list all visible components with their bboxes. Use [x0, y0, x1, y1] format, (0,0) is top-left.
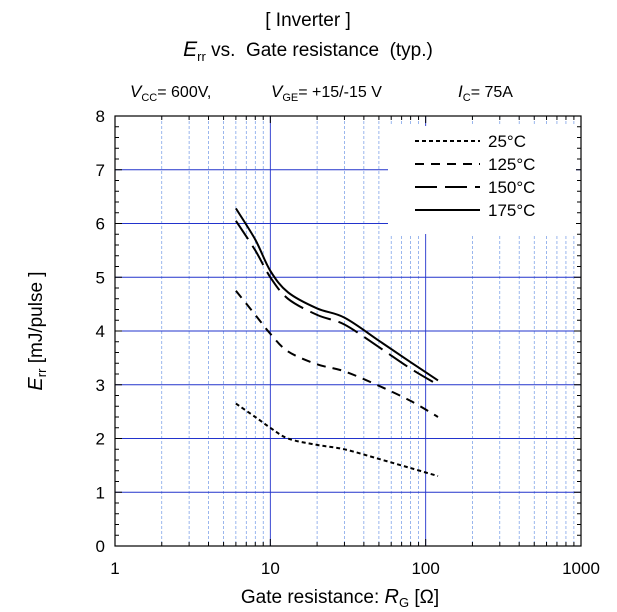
conditions-vge: VGE= +15/-15 V — [271, 82, 382, 104]
y-axis-title: Err [mJ/pulse ] — [25, 271, 49, 390]
y-tick-label: 1 — [96, 483, 105, 502]
y-tick-label: 7 — [96, 161, 105, 180]
conditions-ic: IC= 75A — [458, 82, 513, 104]
x-tick-label: 100 — [411, 559, 439, 578]
y-tick-label: 0 — [96, 537, 105, 556]
series-line-150C — [235, 220, 439, 386]
y-tick-label: 5 — [96, 268, 105, 287]
y-tick-label: 3 — [96, 376, 105, 395]
y-tick-label: 4 — [96, 322, 105, 341]
legend-items: 25°C 125°C 150°C 175°C — [415, 132, 535, 220]
x-tick-label: 10 — [261, 559, 280, 578]
legend-label: 125°C — [488, 155, 535, 174]
chart-title: [ Inverter ] — [265, 10, 351, 31]
x-axis-title: Gate resistance: RG [Ω] — [241, 586, 439, 610]
x-tick-labels: 1 10 100 1000 — [110, 559, 600, 578]
chart-subtitle: Err vs. Gate resistance (typ.) — [183, 38, 433, 64]
y-tick-label: 8 — [96, 107, 105, 126]
conditions-vcc: VCC= 600V, — [130, 82, 211, 104]
legend-label: 175°C — [488, 201, 535, 220]
series-line-25C — [235, 402, 439, 478]
y-tick-label: 2 — [96, 430, 105, 449]
y-tick-label: 6 — [96, 215, 105, 234]
x-tick-label: 1 — [110, 559, 119, 578]
series-line-125C — [235, 290, 439, 418]
series-line-175C — [235, 207, 439, 382]
series-layer — [235, 207, 439, 478]
minor-ticks — [114, 115, 581, 547]
x-tick-label: 1000 — [562, 559, 600, 578]
plot-frame — [114, 115, 582, 547]
legend — [388, 126, 576, 234]
y-tick-labels: 0 1 2 3 4 5 6 7 8 — [96, 107, 105, 556]
legend-label: 150°C — [488, 178, 535, 197]
legend-label: 25°C — [488, 132, 526, 151]
